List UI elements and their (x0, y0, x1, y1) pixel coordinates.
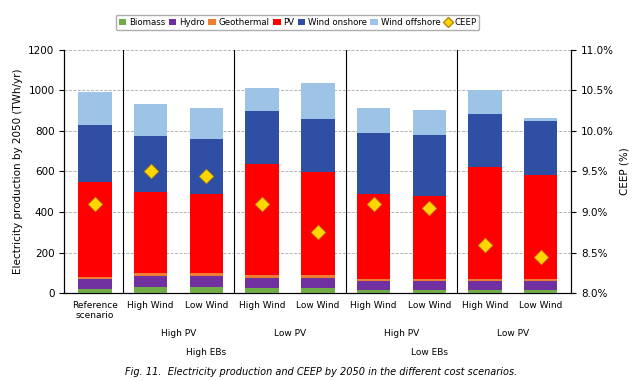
Point (424, 205, 435, 211)
Bar (524, 290, 557, 293)
Bar (245, 111, 279, 164)
Bar (245, 278, 279, 288)
Bar (357, 194, 390, 279)
Bar (413, 281, 446, 290)
Bar (78, 277, 112, 279)
Bar (78, 289, 112, 293)
Bar (134, 104, 168, 136)
Bar (524, 175, 557, 279)
Bar (134, 192, 168, 273)
Bar (357, 281, 390, 290)
Bar (468, 90, 501, 114)
Bar (134, 136, 168, 192)
Bar (413, 197, 446, 279)
Point (90, 201, 100, 207)
Text: Low PV: Low PV (274, 330, 306, 338)
Bar (468, 290, 501, 293)
Bar (413, 136, 446, 197)
Legend: Biomass, Hydro, Geothermal, PV, Wind onshore, Wind offshore, CEEP: Biomass, Hydro, Geothermal, PV, Wind ons… (116, 15, 480, 30)
Bar (78, 92, 112, 125)
Text: Fig. 11.  Electricity production and CEEP by 2050 in the different cost scenario: Fig. 11. Electricity production and CEEP… (125, 367, 517, 377)
Text: High PV: High PV (161, 330, 196, 338)
Bar (413, 290, 446, 293)
Bar (189, 276, 223, 287)
Bar (468, 167, 501, 279)
Text: High PV: High PV (384, 330, 419, 338)
Y-axis label: CEEP (%): CEEP (%) (620, 147, 630, 195)
Bar (468, 279, 501, 281)
Bar (301, 83, 334, 119)
Bar (468, 114, 501, 167)
Text: Low EBs: Low EBs (411, 347, 447, 357)
Bar (78, 182, 112, 277)
Point (201, 173, 211, 179)
Bar (524, 121, 557, 175)
Bar (78, 279, 112, 289)
Point (480, 242, 490, 248)
Bar (301, 278, 334, 288)
Text: Low PV: Low PV (497, 330, 529, 338)
Bar (524, 118, 557, 121)
Bar (245, 88, 279, 111)
Bar (301, 275, 334, 278)
Bar (357, 133, 390, 194)
Bar (245, 275, 279, 278)
Bar (357, 279, 390, 281)
Bar (189, 287, 223, 293)
Bar (357, 290, 390, 293)
Bar (245, 288, 279, 293)
Bar (78, 125, 112, 182)
Bar (189, 194, 223, 273)
Bar (189, 139, 223, 194)
Bar (189, 273, 223, 276)
Point (257, 201, 267, 207)
Bar (413, 279, 446, 281)
Text: High EBs: High EBs (186, 347, 227, 357)
Y-axis label: Electricity production by 2050 (TWh/yr): Electricity production by 2050 (TWh/yr) (13, 69, 22, 274)
Bar (524, 279, 557, 281)
Bar (134, 276, 168, 287)
Point (313, 229, 323, 235)
Bar (189, 109, 223, 139)
Bar (134, 287, 168, 293)
Bar (301, 172, 334, 275)
Bar (524, 281, 557, 290)
Point (146, 168, 156, 174)
Bar (301, 119, 334, 172)
Bar (301, 288, 334, 293)
Bar (413, 110, 446, 136)
Point (369, 201, 379, 207)
Bar (357, 109, 390, 133)
Bar (134, 273, 168, 276)
Point (535, 254, 546, 260)
Bar (468, 281, 501, 290)
Bar (245, 164, 279, 275)
